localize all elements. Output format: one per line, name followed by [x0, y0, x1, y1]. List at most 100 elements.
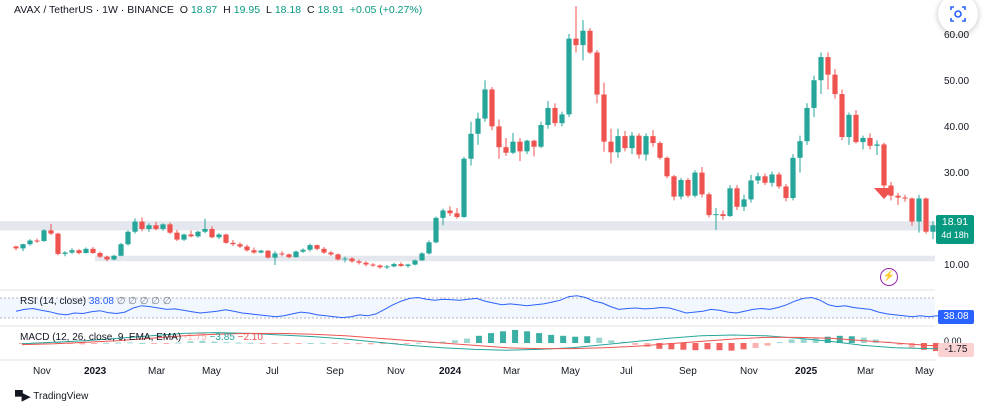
candle-body	[342, 258, 348, 260]
candle-body	[881, 144, 887, 186]
symbol-title[interactable]: AVAX / TetherUS · 1W · BINANCE	[14, 4, 174, 16]
macd-histogram-bar	[728, 343, 735, 351]
macd-histogram-bar	[379, 343, 386, 345]
candle-body	[139, 221, 145, 229]
macd-histogram-bar	[632, 343, 639, 345]
candle-body	[34, 240, 40, 242]
candle-body	[643, 136, 649, 155]
candle-body	[629, 135, 635, 149]
macd-histogram-bar	[211, 341, 218, 343]
macd-histogram-bar	[271, 343, 278, 344]
candle-body	[377, 265, 383, 268]
candle-body	[258, 250, 264, 253]
candle-body	[797, 141, 803, 158]
candle-body	[930, 225, 936, 232]
signal-line	[21, 332, 961, 350]
candle-body	[454, 213, 460, 217]
candle-body	[524, 140, 530, 152]
close-value: 18.91	[317, 4, 344, 16]
candle-body	[433, 217, 439, 243]
candle-body	[244, 246, 250, 251]
candle-body	[510, 141, 516, 153]
candle-body	[755, 176, 761, 181]
candle-body	[300, 249, 306, 252]
candle-body	[895, 195, 901, 198]
candle-body	[804, 107, 810, 142]
macd-title[interactable]: MACD (12, 26, close, 9, EMA, EMA)	[20, 332, 182, 343]
candle-body	[664, 157, 670, 177]
macd-histogram-bar	[512, 329, 519, 343]
candle-body	[923, 198, 929, 232]
candle-body	[132, 221, 138, 232]
tradingview-icon: ▀▶	[15, 391, 30, 403]
low-value: 18.18	[274, 4, 302, 16]
macd-histogram-bar	[488, 333, 494, 343]
snapshot-button[interactable]	[938, 0, 978, 34]
candle-body	[657, 143, 663, 158]
candle-body	[370, 264, 376, 266]
time-axis-tick: Sep	[679, 366, 697, 377]
macd-histogram-bar	[776, 342, 783, 344]
candle-body	[713, 214, 719, 216]
candle-body	[90, 248, 96, 253]
candle-body	[356, 261, 362, 263]
lightning-icon[interactable]: ⚡	[880, 268, 898, 286]
macd-histogram-bar	[103, 342, 110, 344]
macd-histogram-bar	[79, 343, 86, 345]
macd-histogram-bar	[680, 343, 687, 350]
candle-body	[916, 198, 922, 222]
tradingview-logo[interactable]: ▀▶ TradingView	[15, 390, 88, 403]
candle-body	[468, 133, 474, 159]
candle-body	[195, 231, 201, 237]
rsi-value-tag: 38.08	[938, 310, 974, 324]
macd-histogram-bar	[199, 340, 206, 343]
macd-histogram-bar	[704, 343, 711, 350]
macd-histogram-bar	[908, 343, 915, 348]
candle-body	[167, 224, 173, 233]
candle-body	[384, 266, 390, 268]
macd-histogram-bar	[415, 342, 422, 344]
rsi-title[interactable]: RSI (14, close)	[20, 296, 87, 307]
macd-histogram-bar	[920, 343, 927, 350]
candle-body	[566, 38, 572, 115]
candle-body	[811, 80, 817, 108]
candle-body	[839, 94, 845, 138]
candle-body	[538, 125, 544, 147]
macd-value-tag: -1.75	[938, 343, 974, 357]
candle-body	[146, 225, 152, 229]
candle-body	[83, 248, 89, 253]
candle-body	[13, 246, 19, 249]
macd-histogram-bar	[115, 342, 122, 344]
close-label: C	[307, 4, 315, 16]
candle-body	[699, 172, 705, 195]
candle-body	[335, 254, 341, 260]
candle-body	[125, 231, 131, 245]
candle-body	[440, 210, 446, 218]
macd-histogram-bar	[656, 343, 663, 349]
time-axis-tick: Sep	[326, 366, 344, 377]
candle-body	[202, 228, 208, 232]
macd-histogram-bar	[283, 343, 290, 344]
camera-icon	[950, 6, 966, 22]
macd-histogram-bar	[836, 335, 843, 343]
candle-body	[328, 252, 334, 255]
macd-histogram-bar	[764, 343, 771, 346]
macd-histogram-bar	[55, 342, 62, 344]
macd-histogram-bar	[175, 342, 182, 344]
candle-body	[748, 180, 754, 200]
macd-histogram-bar	[367, 343, 374, 345]
macd-histogram-bar	[752, 343, 759, 348]
macd-histogram-bar	[247, 342, 254, 344]
candle-body	[650, 136, 656, 144]
price-axis-tick: 10.00	[944, 260, 970, 271]
candle-body	[545, 107, 551, 126]
time-axis-tick: May	[561, 366, 580, 377]
candle-body	[153, 225, 159, 229]
price-axis-tick: 50.00	[944, 76, 970, 87]
macd-histogram-bar	[740, 343, 747, 350]
macd-histogram-bar	[560, 335, 567, 343]
time-axis-tick: Mar	[857, 366, 875, 377]
candle-body	[720, 214, 726, 217]
